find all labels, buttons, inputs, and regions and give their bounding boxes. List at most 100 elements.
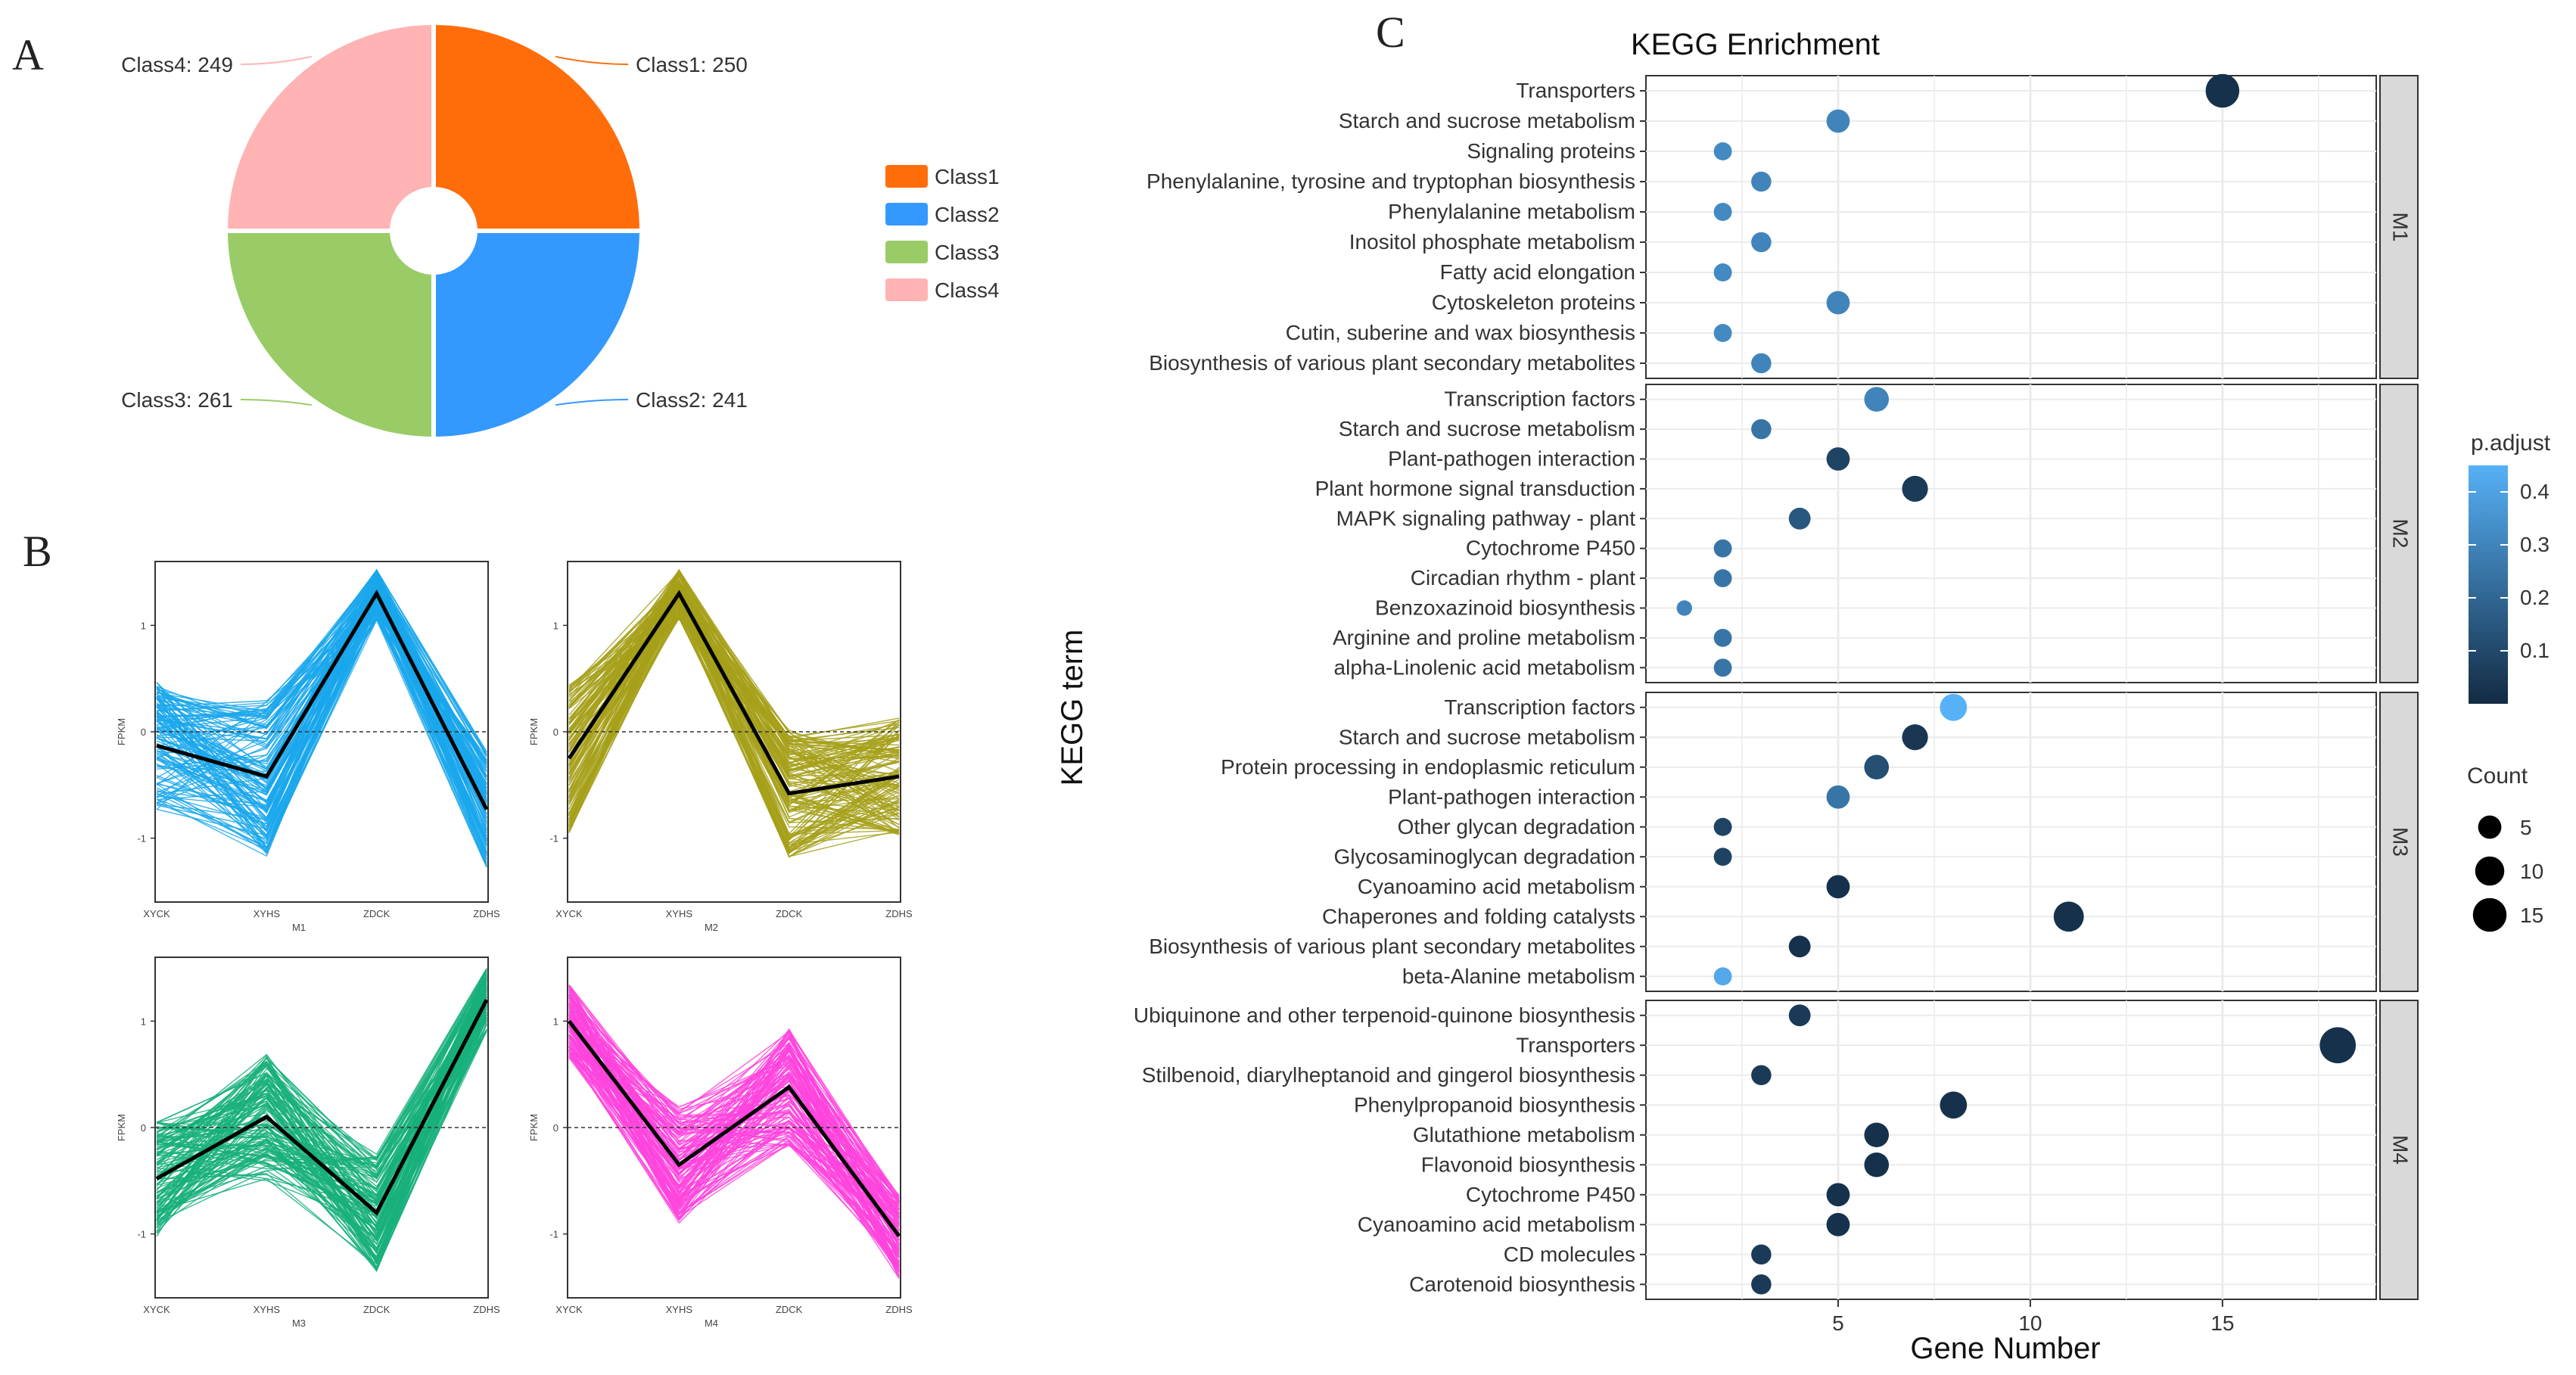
profile-mean-line (568, 1019, 901, 1237)
profile-gene-line (156, 997, 487, 1167)
kegg-term-label: Transcription factors (1444, 695, 1635, 719)
pie-legend-swatch (885, 203, 928, 226)
profile-gene-line (156, 1020, 487, 1202)
profile-x-tick-label: ZDCK (776, 1304, 803, 1315)
profile-gene-line (568, 1026, 900, 1250)
pie-callout-label: Class1: 250 (636, 53, 748, 76)
profile-gene-line (568, 613, 900, 853)
kegg-dot (1826, 447, 1850, 471)
profile-y-axis-label: FPKM (528, 718, 540, 745)
kegg-dot (1713, 539, 1732, 558)
pie-callout-line (240, 399, 312, 406)
kegg-dot (1713, 817, 1732, 836)
profile-gene-line (568, 575, 900, 742)
profile-gene-line (568, 1043, 900, 1258)
kegg-facet-m3: Transcription factors Starch and sucrose … (1149, 692, 2419, 992)
kegg-dot (1826, 1183, 1850, 1207)
pie-slice-class2 (431, 229, 644, 441)
profile-x-tick-label: XYHS (254, 908, 281, 919)
profile-gene-line (156, 571, 487, 801)
kegg-dot (1713, 324, 1732, 342)
profile-gene-line (156, 974, 487, 1212)
profile-x-tick-label: ZDHS (885, 908, 913, 919)
profile-gene-line (156, 575, 487, 828)
kegg-dot (1713, 628, 1732, 647)
profile-plot-name: M4 (705, 1317, 718, 1329)
padj-colorbar-label: 0.3 (2520, 533, 2550, 556)
kegg-facet-strip (2379, 692, 2419, 992)
kegg-term-label: Phenylalanine, tyrosine and tryptophan b… (1146, 170, 1635, 193)
kegg-term-label: Biosynthesis of various plant secondary … (1149, 935, 1635, 958)
kegg-dot (1713, 142, 1732, 160)
profile-gene-line (156, 985, 487, 1255)
kegg-dot (1676, 600, 1692, 616)
kegg-facet-m4: Ubiquinone and other terpenoid-quinone b… (1134, 1000, 2419, 1300)
pie-slice-class3 (223, 229, 436, 441)
pie-callout-label: Class2: 241 (636, 388, 748, 412)
pie-chart: Class1: 250 Class2: 241 Class3: 261 Class4:… (121, 20, 1000, 441)
profile-gene-line (568, 607, 900, 830)
profile-gene-line (156, 969, 487, 1193)
kegg-dot (1864, 754, 1890, 780)
kegg-dot (1940, 693, 1968, 721)
kegg-term-label: Biosynthesis of various plant secondary … (1149, 351, 1635, 375)
kegg-term-label: Carotenoid biosynthesis (1409, 1272, 1635, 1296)
kegg-term-label: Starch and sucrose metabolism (1339, 417, 1635, 440)
kegg-dot (1751, 171, 1772, 192)
kegg-dot (1751, 353, 1772, 374)
kegg-dot (1751, 1274, 1772, 1295)
profile-gene-line (568, 1019, 900, 1221)
kegg-term-label: Phenylpropanoid biosynthesis (1354, 1093, 1635, 1116)
panel-letter-a: A (12, 30, 44, 79)
kegg-x-tick-label: 15 (2210, 1311, 2234, 1335)
pie-callout-label: Class3: 261 (121, 388, 233, 412)
kegg-dot (2205, 73, 2240, 108)
kegg-term-label: Chaperones and folding catalysts (1322, 904, 1635, 928)
pie-legend-label: Class1 (935, 165, 1000, 188)
profile-gene-line (568, 590, 900, 738)
kegg-title: KEGG Enrichment (1631, 28, 1880, 61)
profile-gene-line (568, 608, 900, 776)
profile-x-tick-label: ZDHS (885, 1304, 913, 1315)
profile-gene-line (568, 1017, 900, 1255)
profile-gene-line (156, 1019, 487, 1238)
count-legend-dot (2478, 815, 2502, 839)
kegg-dot (1713, 203, 1732, 221)
profile-x-tick-label: XYHS (254, 1304, 281, 1315)
profile-gene-line (568, 590, 900, 771)
kegg-term-label: Glycosaminoglycan degradation (1334, 845, 1635, 868)
profile-x-tick-label: XYHS (666, 1304, 693, 1315)
profile-gene-line (156, 983, 487, 1217)
kegg-dot (1713, 967, 1732, 986)
padj-colorbar-label: 0.4 (2520, 480, 2550, 503)
kegg-dot (2319, 1027, 2357, 1064)
profile-y-tick-label: 0 (141, 1122, 146, 1134)
kegg-term-label: Transcription factors (1444, 387, 1635, 411)
kegg-facet-m1: Transporters Starch and sucrose metabolis… (1146, 73, 2419, 379)
profile-gene-line (156, 593, 487, 849)
kegg-term-label: Starch and sucrose metabolism (1339, 109, 1635, 132)
kegg-term-label: Cyanoamino acid metabolism (1358, 1212, 1635, 1236)
profile-y-tick-label: -1 (137, 833, 146, 845)
profile-x-tick-label: XYCK (555, 908, 583, 919)
profile-plot-m4: 1 0 -1 FPKM XYCK XYHS ZDCK ZDHS M4 (528, 957, 913, 1329)
kegg-term-label: Signaling proteins (1467, 139, 1635, 163)
expression-profiles: 1 0 -1 FPKM XYCK XYHS ZDCK ZDHS M1 1 0 -1 FPKM XYCK XY… (116, 561, 913, 1329)
profile-plot-m1: 1 0 -1 FPKM XYCK XYHS ZDCK ZDHS M1 (116, 561, 500, 933)
pie-callout-line (555, 399, 629, 406)
kegg-dot (1864, 387, 1890, 412)
profile-gene-line (568, 604, 900, 817)
pie-slice-class4 (223, 20, 436, 233)
profile-y-tick-label: 0 (553, 1122, 558, 1134)
profile-gene-line (156, 608, 487, 854)
profile-y-axis-label: FPKM (528, 1114, 540, 1141)
profile-y-tick-label: 1 (553, 620, 558, 631)
kegg-term-label: Plant-pathogen interaction (1388, 785, 1635, 808)
kegg-facet-strip-label: M4 (2389, 1135, 2413, 1165)
kegg-term-label: Transporters (1516, 79, 1635, 102)
kegg-dot (1940, 1091, 1968, 1119)
padj-legend-title: p.adjust (2471, 431, 2551, 456)
profile-gene-line (156, 978, 487, 1218)
profile-plot-m2: 1 0 -1 FPKM XYCK XYHS ZDCK ZDHS M2 (528, 561, 913, 933)
